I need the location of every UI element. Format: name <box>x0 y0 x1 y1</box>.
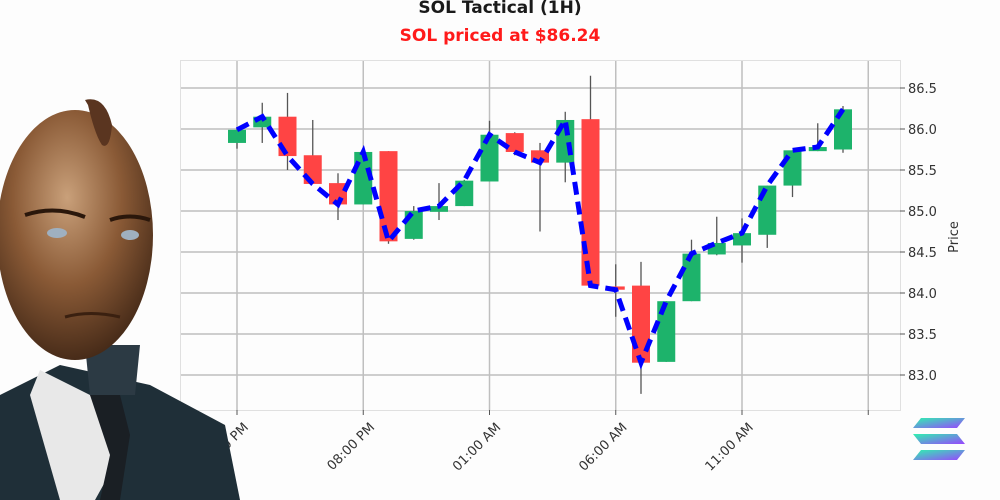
candle-up <box>253 116 272 128</box>
y-axis-label: Price <box>947 221 962 253</box>
y-axis: 83.0 83.5 84.0 84.5 85.0 85.5 86.0 86.5 <box>900 82 937 384</box>
candle-up <box>228 129 246 143</box>
y-tick-label: 86.0 <box>908 123 937 138</box>
chart-title: SOL Tactical (1H) <box>418 0 582 18</box>
candle-up <box>707 242 726 255</box>
candle-up <box>480 134 499 182</box>
y-tick-label: 86.5 <box>908 82 937 97</box>
x-tick-label: 01:00 AM <box>450 420 504 474</box>
x-tick-label: 06:00 AM <box>576 420 630 474</box>
x-tick-label: 08:00 PM <box>325 420 378 473</box>
candle-up <box>430 206 448 212</box>
candle-up <box>834 109 852 150</box>
y-tick-label: 85.0 <box>908 205 937 220</box>
y-tick-label: 83.0 <box>908 369 937 384</box>
candle-up <box>682 253 701 302</box>
y-tick-label: 83.5 <box>908 328 937 343</box>
candle-up <box>657 301 676 362</box>
plot-frame <box>180 60 901 411</box>
candle-down <box>581 119 600 286</box>
y-tick-label: 84.5 <box>908 246 937 261</box>
price-subtitle: SOL priced at $86.24 <box>399 26 601 46</box>
candle-down <box>379 151 398 242</box>
y-tick-label: 84.0 <box>908 287 937 302</box>
y-tick-label: 85.5 <box>908 164 937 179</box>
candle-up <box>733 233 751 246</box>
solana-logo-icon <box>913 418 965 460</box>
x-tick-label: 11:00 AM <box>703 420 757 474</box>
grid-lines <box>180 60 900 410</box>
candles <box>228 75 852 394</box>
robot-trader-avatar-icon <box>0 99 240 500</box>
trend-line <box>235 107 846 370</box>
candle-down <box>505 133 524 152</box>
